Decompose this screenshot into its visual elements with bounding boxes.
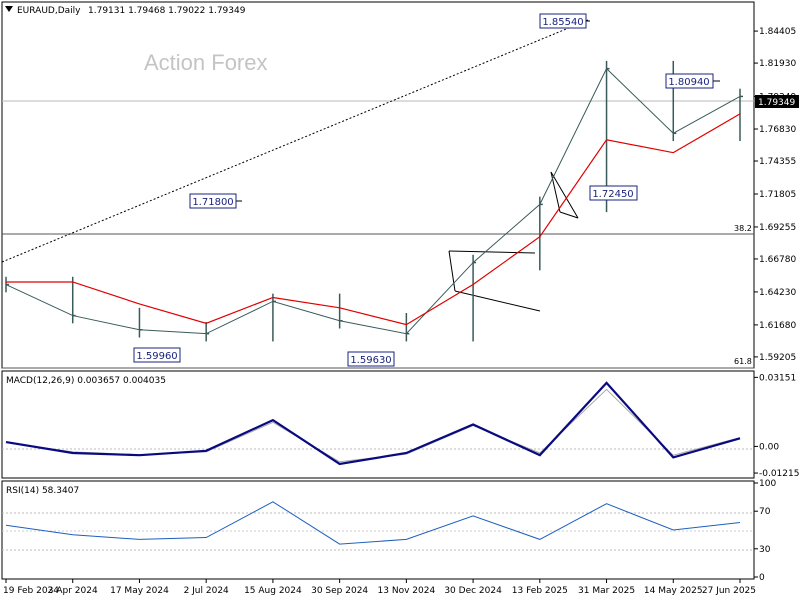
callout-box	[539, 13, 587, 29]
price-bar	[472, 254, 477, 342]
macd-main-line	[5, 381, 741, 466]
pattern-lines	[448, 171, 579, 312]
current-price-label: 1.79349	[758, 98, 795, 108]
price-bar	[272, 293, 276, 342]
y-tick-label: 1.76830	[759, 125, 796, 135]
price-bar	[205, 322, 210, 342]
pattern-lower-line	[454, 290, 541, 312]
x-tick-label: 30 Dec 2024	[444, 586, 502, 596]
x-tick-label: 13 Feb 2025	[512, 586, 568, 596]
callout-label: 1.71800	[192, 197, 233, 208]
y-tick-label: 1.64230	[759, 288, 796, 298]
rsi-axis: 100 70 30 0	[754, 479, 776, 583]
current-price-tag: 1.79349	[755, 95, 799, 108]
price-bar	[338, 293, 343, 329]
y-tick-label: 1.84405	[759, 27, 796, 37]
pattern-left-line	[448, 250, 456, 292]
price-bar	[739, 88, 743, 142]
x-tick-label: 30 Sep 2024	[311, 586, 368, 596]
rsi-lines	[5, 501, 741, 545]
moving-average-line	[6, 113, 741, 326]
y-tick-label: 100	[759, 479, 776, 489]
flag-line-c	[559, 211, 579, 219]
x-tick-label: 27 Jun 2025	[702, 586, 756, 596]
x-tick-label: 2 Jul 2024	[184, 586, 229, 596]
y-tick-label: 1.81930	[759, 59, 796, 69]
macd-lines	[5, 381, 741, 466]
price-ma-layer	[6, 113, 741, 326]
callout-label: 1.72450	[592, 189, 633, 200]
y-tick-label: 0.03151	[759, 373, 796, 383]
macd-panel-frame	[1, 370, 755, 479]
rsi-panel-frame	[1, 480, 755, 580]
x-tick-label: 15 Aug 2024	[244, 586, 302, 596]
callout-label: 1.80940	[668, 77, 709, 88]
x-tick-label: 17 May 2024	[110, 586, 169, 596]
callout-high-2: 1.80940	[665, 73, 720, 89]
macd-axis: 0.03151 0.00 -0.01215	[754, 373, 799, 479]
fib-61-label: 61.8	[734, 357, 752, 366]
y-tick-label: 1.71805	[759, 190, 796, 200]
callout-low-3: 1.59630	[347, 351, 395, 367]
y-tick-label: 30	[759, 545, 771, 555]
price-axis: 1.84405 1.81930 1.79349 1.76830 1.74355 1.718…	[754, 27, 796, 363]
callout-label: 1.59960	[136, 351, 177, 362]
price-panel-frame	[1, 1, 755, 369]
pattern-upper-line	[448, 250, 536, 254]
trend-line	[1, 19, 589, 263]
current-price-tag-bg	[755, 95, 799, 108]
x-tick-label: 3 Apr 2024	[48, 586, 98, 596]
callout-box	[133, 347, 181, 363]
macd-signal-line	[5, 388, 741, 463]
callout-box	[189, 193, 237, 209]
price-bar	[138, 307, 143, 338]
y-tick-label: 1.61680	[759, 321, 796, 331]
callout-high-3: 1.71800	[189, 193, 242, 209]
callout-label: 1.85540	[542, 17, 583, 28]
x-tick-label: 13 Nov 2024	[378, 586, 436, 596]
y-tick-label: 1.69255	[759, 223, 796, 233]
price-bar	[405, 312, 410, 342]
y-tick-label: 1.74355	[759, 157, 796, 167]
y-tick-label: 1.59205	[759, 353, 796, 363]
watermark: Action Forex	[144, 50, 268, 75]
x-tick-label: 14 May 2025	[644, 586, 703, 596]
rsi-line	[5, 501, 741, 545]
y-tick-label: 1.66780	[759, 255, 796, 265]
header-symbol: EURAUD,Daily	[17, 6, 81, 16]
callout-high-1: 1.85540	[539, 13, 590, 29]
callout-box	[347, 351, 395, 367]
y-tick-label: -0.01215	[759, 469, 799, 479]
fib-38-label: 38.2	[734, 224, 752, 233]
callout-box	[665, 73, 714, 89]
y-tick-label: 70	[759, 507, 771, 517]
y-tick-label: 0	[759, 573, 765, 583]
dropdown-icon[interactable]	[5, 6, 13, 12]
y-tick-label: 0.00	[759, 442, 779, 452]
x-tick-label: 31 Mar 2025	[578, 586, 635, 596]
price-bars	[5, 60, 743, 342]
flag-line-a	[550, 171, 579, 219]
macd-title: MACD(12,26,9) 0.003657 0.004035	[6, 376, 166, 386]
callout-low-2: 1.59960	[133, 347, 181, 363]
price-line	[5, 67, 741, 335]
rsi-title: RSI(14) 58.3407	[6, 486, 79, 496]
header-ohlc: 1.79131 1.79468 1.79022 1.79349	[88, 6, 246, 16]
x-tick-label: 19 Feb 2024	[3, 586, 59, 596]
callout-label: 1.59630	[350, 355, 391, 366]
callout-box	[589, 185, 638, 201]
callout-low-1: 1.72450	[589, 185, 638, 201]
